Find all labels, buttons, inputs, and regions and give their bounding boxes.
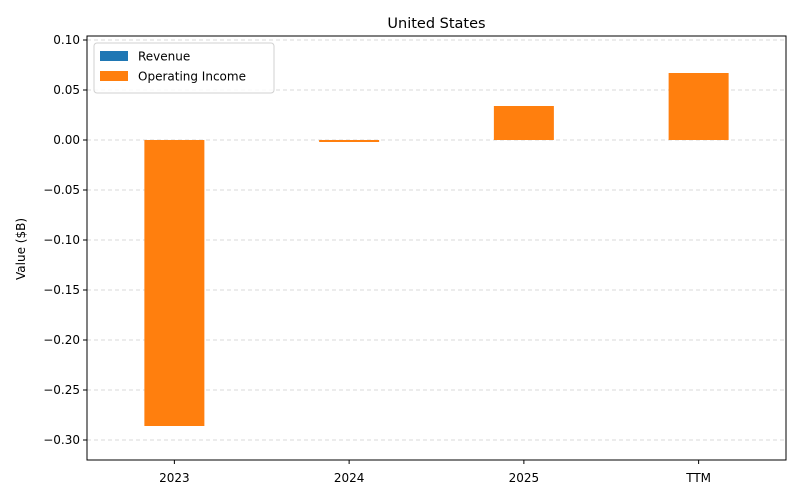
bars (144, 73, 729, 426)
bar-operating-income (319, 140, 380, 142)
legend-swatch (100, 71, 128, 81)
y-tick-label: −0.30 (43, 433, 80, 447)
legend-label: Operating Income (138, 70, 246, 84)
x-tick-label: TTM (685, 471, 711, 485)
y-tick-label: 0.10 (53, 33, 80, 47)
bar-operating-income (493, 106, 554, 140)
y-tick-label: 0.05 (53, 83, 80, 97)
legend-label: Revenue (138, 50, 190, 64)
y-tick-label: −0.05 (43, 183, 80, 197)
legend-box (93, 42, 275, 94)
y-axis-ticks: −0.30 −0.25 −0.20 −0.15 −0.10 −0.05 0.00 0.05 0.… (43, 33, 87, 447)
x-axis-ticks: 2023 2024 2025 TTM (159, 460, 711, 485)
chart-title: United States (387, 16, 485, 32)
x-tick-label: 2024 (334, 471, 365, 485)
y-tick-label: 0.00 (53, 133, 80, 147)
y-tick-label: −0.10 (43, 233, 80, 247)
x-tick-label: 2023 (159, 471, 190, 485)
y-tick-label: −0.15 (43, 283, 80, 297)
legend: Revenue Operating Income (93, 42, 275, 94)
x-tick-label: 2025 (509, 471, 540, 485)
plot-frame (86, 35, 787, 461)
y-axis-title: Value ($B) (14, 218, 28, 280)
bar-operating-income (668, 73, 729, 140)
y-tick-label: −0.20 (43, 333, 80, 347)
y-tick-label: −0.25 (43, 383, 80, 397)
legend-swatch (100, 51, 128, 61)
bar-operating-income (144, 140, 205, 426)
